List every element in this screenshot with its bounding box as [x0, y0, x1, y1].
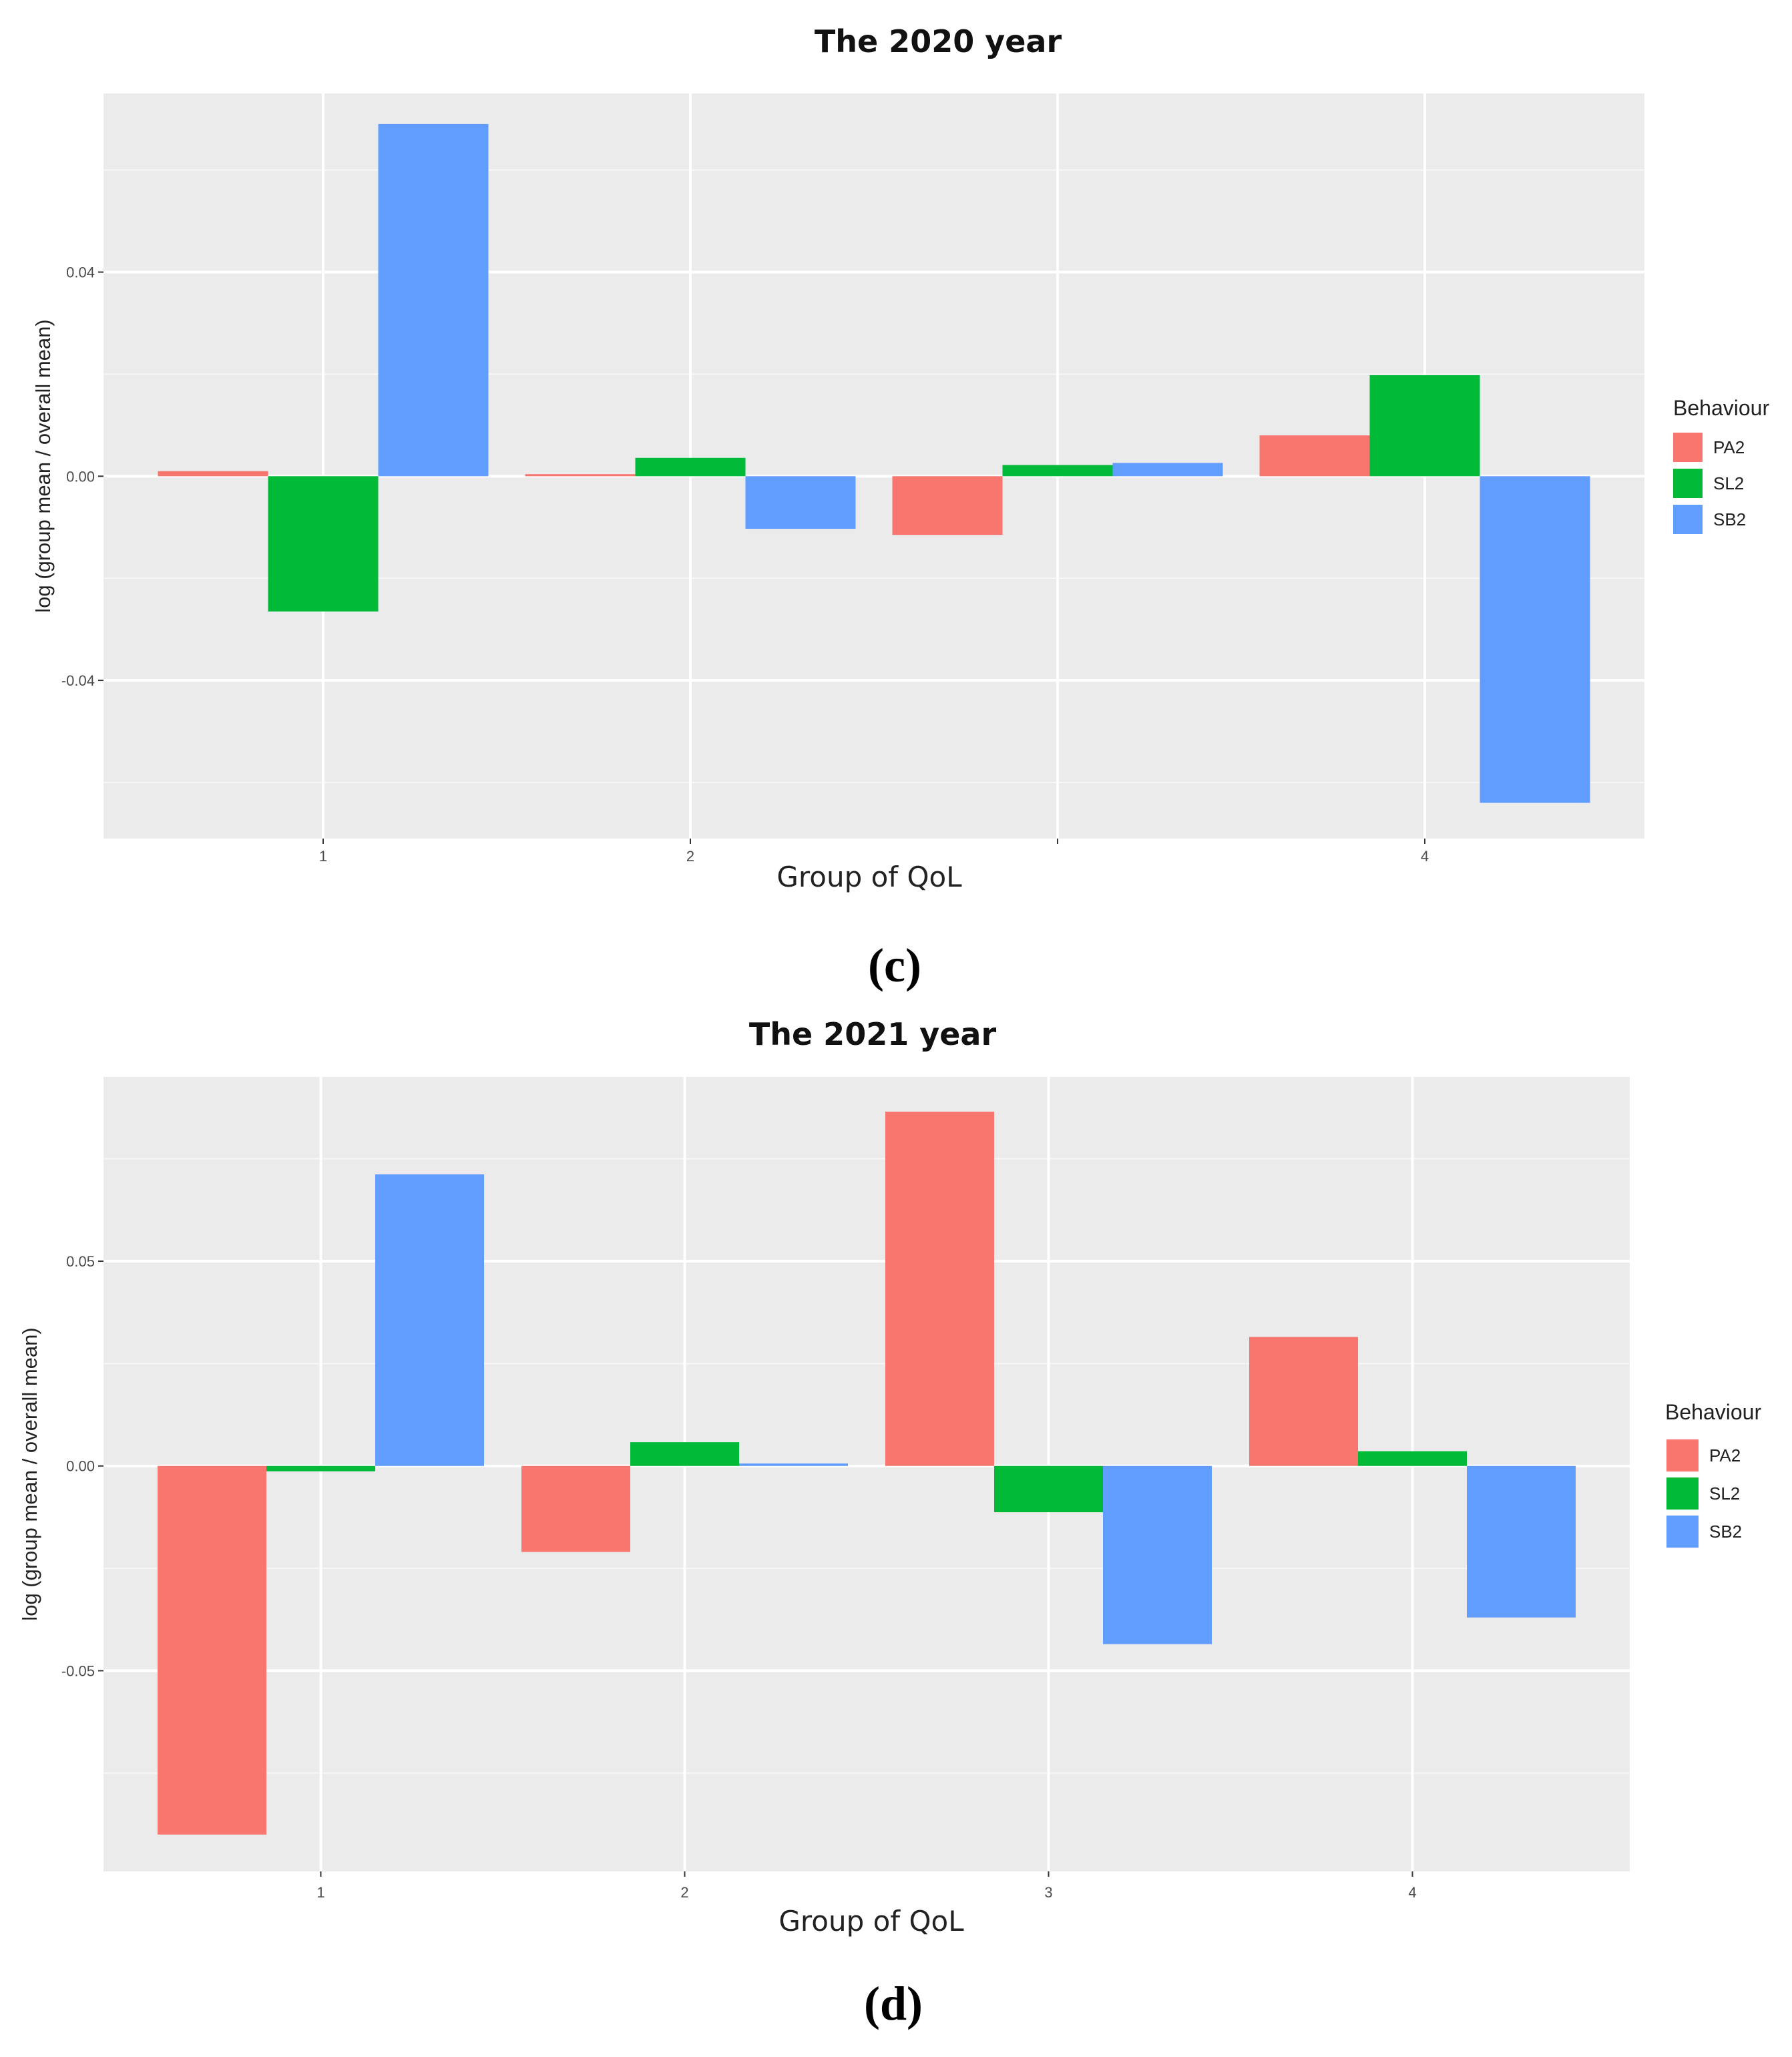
bars	[158, 124, 1590, 803]
bar-sb2-group-1	[375, 1174, 484, 1466]
bar-sl2-group-3	[994, 1465, 1103, 1513]
plot-panel	[103, 1077, 1630, 1871]
legend: Behaviour PA2 SL2 SB2	[1673, 396, 1769, 534]
x-axis-ticks: 1 2 3 4	[316, 1871, 1417, 1901]
bar-sl2-group-3	[1002, 465, 1113, 477]
legend-key-pa2	[1673, 433, 1703, 462]
chart-2020: The 2020 year -0.04 0.00 0.04 1 2 4 log (gro…	[31, 23, 1769, 992]
bar-sb2-group-2	[745, 476, 856, 529]
chart-title: The 2021 year	[749, 1016, 997, 1052]
y-tick-label: -0.05	[61, 1662, 95, 1679]
y-tick-label: -0.04	[61, 672, 95, 689]
x-tick-label: 2	[680, 1884, 688, 1901]
bar-sb2-group-2	[739, 1463, 848, 1466]
chart-2021: The 2021 year -0.05 0.00 0.05 1 2 3 4 log (gr…	[18, 1016, 1761, 2030]
caption: (c)	[868, 939, 921, 992]
bar-sb2-group-3	[1103, 1465, 1212, 1644]
y-axis-ticks: -0.05 0.00 0.05	[61, 1253, 103, 1679]
y-tick-label: 0.00	[66, 1458, 95, 1475]
x-tick-label: 3	[1044, 1884, 1052, 1901]
legend-key-sb2	[1673, 505, 1703, 534]
y-tick-label: 0.00	[66, 468, 95, 485]
bar-sb2-group-3	[1112, 463, 1223, 477]
bar-sb2-group-4	[1480, 476, 1590, 803]
bar-pa2-group-4	[1249, 1337, 1358, 1466]
y-axis-label: log (group mean / overall mean)	[31, 319, 55, 612]
x-axis-label: Group of QoL	[778, 1905, 964, 1937]
x-axis-ticks: 1 2 4	[319, 839, 1429, 865]
legend-key-sl2	[1673, 469, 1703, 498]
x-tick-label: 1	[316, 1884, 324, 1901]
x-tick-label: 2	[686, 848, 694, 865]
legend-key-sl2	[1666, 1477, 1699, 1510]
bar-sl2-group-2	[630, 1442, 739, 1466]
bar-pa2-group-1	[158, 1465, 266, 1835]
bar-pa2-group-3	[892, 476, 1003, 535]
x-tick-label: 1	[319, 848, 327, 865]
legend-key-sb2	[1666, 1516, 1699, 1548]
bar-pa2-group-4	[1259, 435, 1370, 477]
legend-label-pa2: PA2	[1709, 1445, 1741, 1465]
y-axis-label: log (group mean / overall mean)	[18, 1327, 41, 1620]
bar-pa2-group-3	[885, 1112, 994, 1466]
bar-sl2-group-2	[635, 457, 746, 477]
legend-label-sb2: SB2	[1713, 509, 1746, 529]
bar-sb2-group-4	[1467, 1465, 1576, 1618]
bar-sl2-group-1	[268, 476, 379, 612]
legend-label-sb2: SB2	[1709, 1522, 1742, 1542]
legend-label-sl2: SL2	[1713, 473, 1744, 493]
bar-pa2-group-2	[521, 1465, 630, 1552]
y-tick-label: 0.05	[66, 1253, 95, 1270]
bar-pa2-group-1	[158, 471, 268, 477]
legend-label-pa2: PA2	[1713, 437, 1745, 457]
legend-label-sl2: SL2	[1709, 1483, 1740, 1504]
legend: Behaviour PA2 SL2 SB2	[1665, 1400, 1761, 1548]
caption: (d)	[864, 1977, 923, 2030]
x-axis-label: Group of QoL	[776, 861, 962, 893]
bar-pa2-group-2	[525, 474, 636, 477]
legend-title: Behaviour	[1673, 396, 1769, 420]
bar-sl2-group-1	[266, 1465, 375, 1471]
legend-key-pa2	[1666, 1439, 1699, 1471]
y-axis-ticks: -0.04 0.00 0.04	[61, 264, 103, 689]
bar-sb2-group-1	[378, 124, 489, 477]
bars	[158, 1112, 1576, 1835]
x-tick-label: 4	[1408, 1884, 1416, 1901]
y-tick-label: 0.04	[66, 264, 95, 281]
legend-title: Behaviour	[1665, 1400, 1761, 1424]
chart-title: The 2020 year	[815, 23, 1062, 59]
bar-sl2-group-4	[1358, 1451, 1467, 1466]
x-tick-label: 4	[1421, 848, 1429, 865]
bar-sl2-group-4	[1369, 375, 1480, 477]
